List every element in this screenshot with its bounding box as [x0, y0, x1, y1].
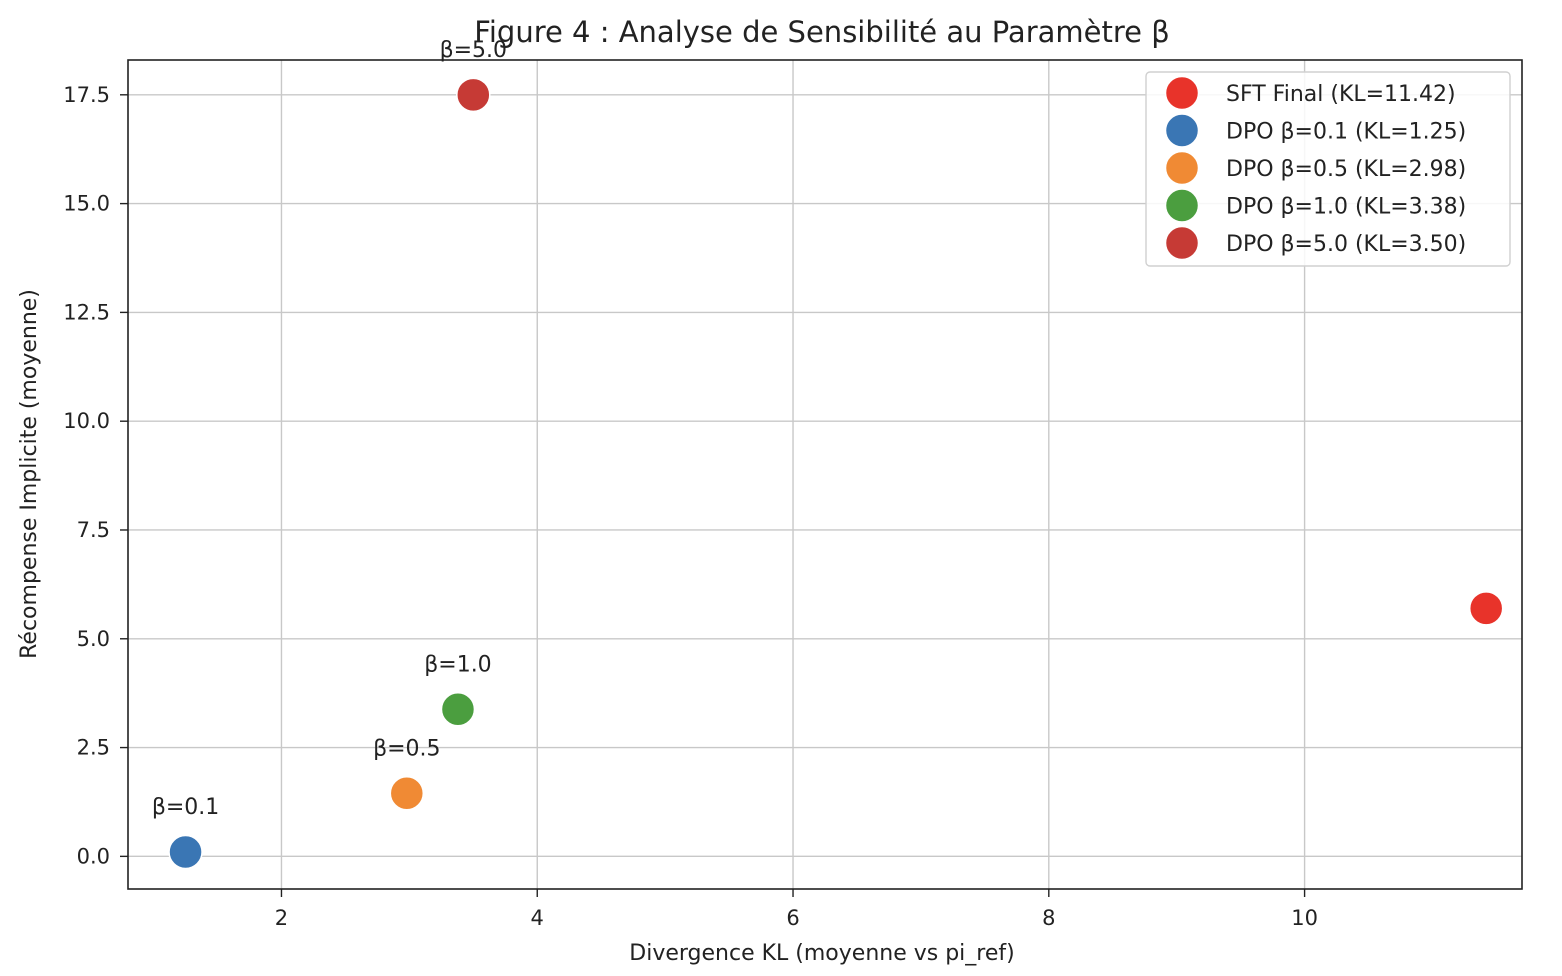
grid — [128, 60, 1522, 889]
legend-marker — [1164, 188, 1200, 223]
x-tick-label: 10 — [1291, 906, 1318, 930]
data-point — [456, 77, 491, 113]
legend-box — [1145, 71, 1511, 267]
legend-entry: DPO β=0.1 (KL=1.25) — [1226, 120, 1466, 145]
point-label: β=1.0 — [424, 652, 491, 677]
x-tick-label: 8 — [1042, 906, 1055, 930]
x-axis-label: Divergence KL (moyenne vs pi_ref) — [629, 941, 1014, 966]
data-point — [440, 692, 476, 727]
legend-entry: SFT Final (KL=11.42) — [1226, 82, 1456, 107]
y-axis-label: Récompense Implicite (moyenne) — [17, 289, 42, 659]
axis-ticks: 2 4 6 8 10 0.0 2.5 5.0 7.5 10.0 12.5 15.0 17.5 — [63, 83, 1318, 930]
legend-entry: DPO β=1.0 (KL=3.38) — [1226, 195, 1466, 220]
data-points — [168, 77, 1504, 870]
y-tick-label: 5.0 — [77, 627, 110, 651]
point-label: β=5.0 — [440, 38, 507, 63]
y-tick-label: 0.0 — [77, 844, 110, 868]
point-label: β=0.5 — [373, 736, 440, 761]
point-labels: β=0.1 β=0.5 β=1.0 β=5.0 — [152, 38, 507, 820]
y-tick-label: 12.5 — [63, 300, 110, 324]
chart-title: Figure 4 : Analyse de Sensibilité au Par… — [474, 15, 1169, 49]
x-tick-label: 2 — [275, 906, 288, 930]
data-point — [389, 776, 425, 811]
legend-marker — [1164, 75, 1200, 111]
y-tick-label: 7.5 — [77, 518, 110, 542]
data-point — [168, 834, 203, 870]
legend-marker — [1164, 113, 1200, 148]
plot-frame — [127, 59, 1523, 890]
legend-marker — [1164, 225, 1200, 261]
y-tick-label: 2.5 — [77, 736, 110, 760]
x-tick-label: 6 — [786, 906, 799, 930]
legend-marker — [1164, 150, 1200, 186]
legend-entry: DPO β=5.0 (KL=3.50) — [1226, 232, 1466, 257]
legend: SFT Final (KL=11.42) DPO β=0.1 (KL=1.25) D… — [1145, 71, 1511, 267]
y-tick-label: 15.0 — [63, 192, 110, 216]
y-tick-label: 17.5 — [63, 83, 110, 107]
legend-entry: DPO β=0.5 (KL=2.98) — [1226, 157, 1466, 182]
point-label: β=0.1 — [152, 795, 219, 820]
y-tick-label: 10.0 — [63, 409, 110, 433]
data-point — [1468, 591, 1504, 626]
x-tick-label: 4 — [531, 906, 544, 930]
